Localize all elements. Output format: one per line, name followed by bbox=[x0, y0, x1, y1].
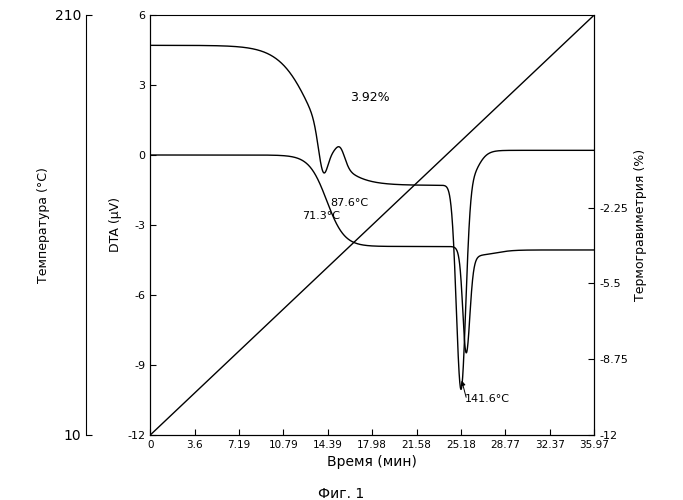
Text: Фиг. 1: Фиг. 1 bbox=[318, 486, 365, 500]
Y-axis label: DTA (μV): DTA (μV) bbox=[109, 198, 122, 252]
Text: 3.92%: 3.92% bbox=[350, 92, 390, 104]
Y-axis label: Термогравиметрия (%): Термогравиметрия (%) bbox=[634, 149, 647, 301]
Text: 87.6°C: 87.6°C bbox=[330, 198, 368, 208]
Y-axis label: Температура (°C): Температура (°C) bbox=[37, 167, 50, 283]
X-axis label: Время (мин): Время (мин) bbox=[327, 456, 417, 469]
Text: 71.3°C: 71.3°C bbox=[302, 211, 340, 221]
Text: 141.6°C: 141.6°C bbox=[465, 394, 510, 404]
